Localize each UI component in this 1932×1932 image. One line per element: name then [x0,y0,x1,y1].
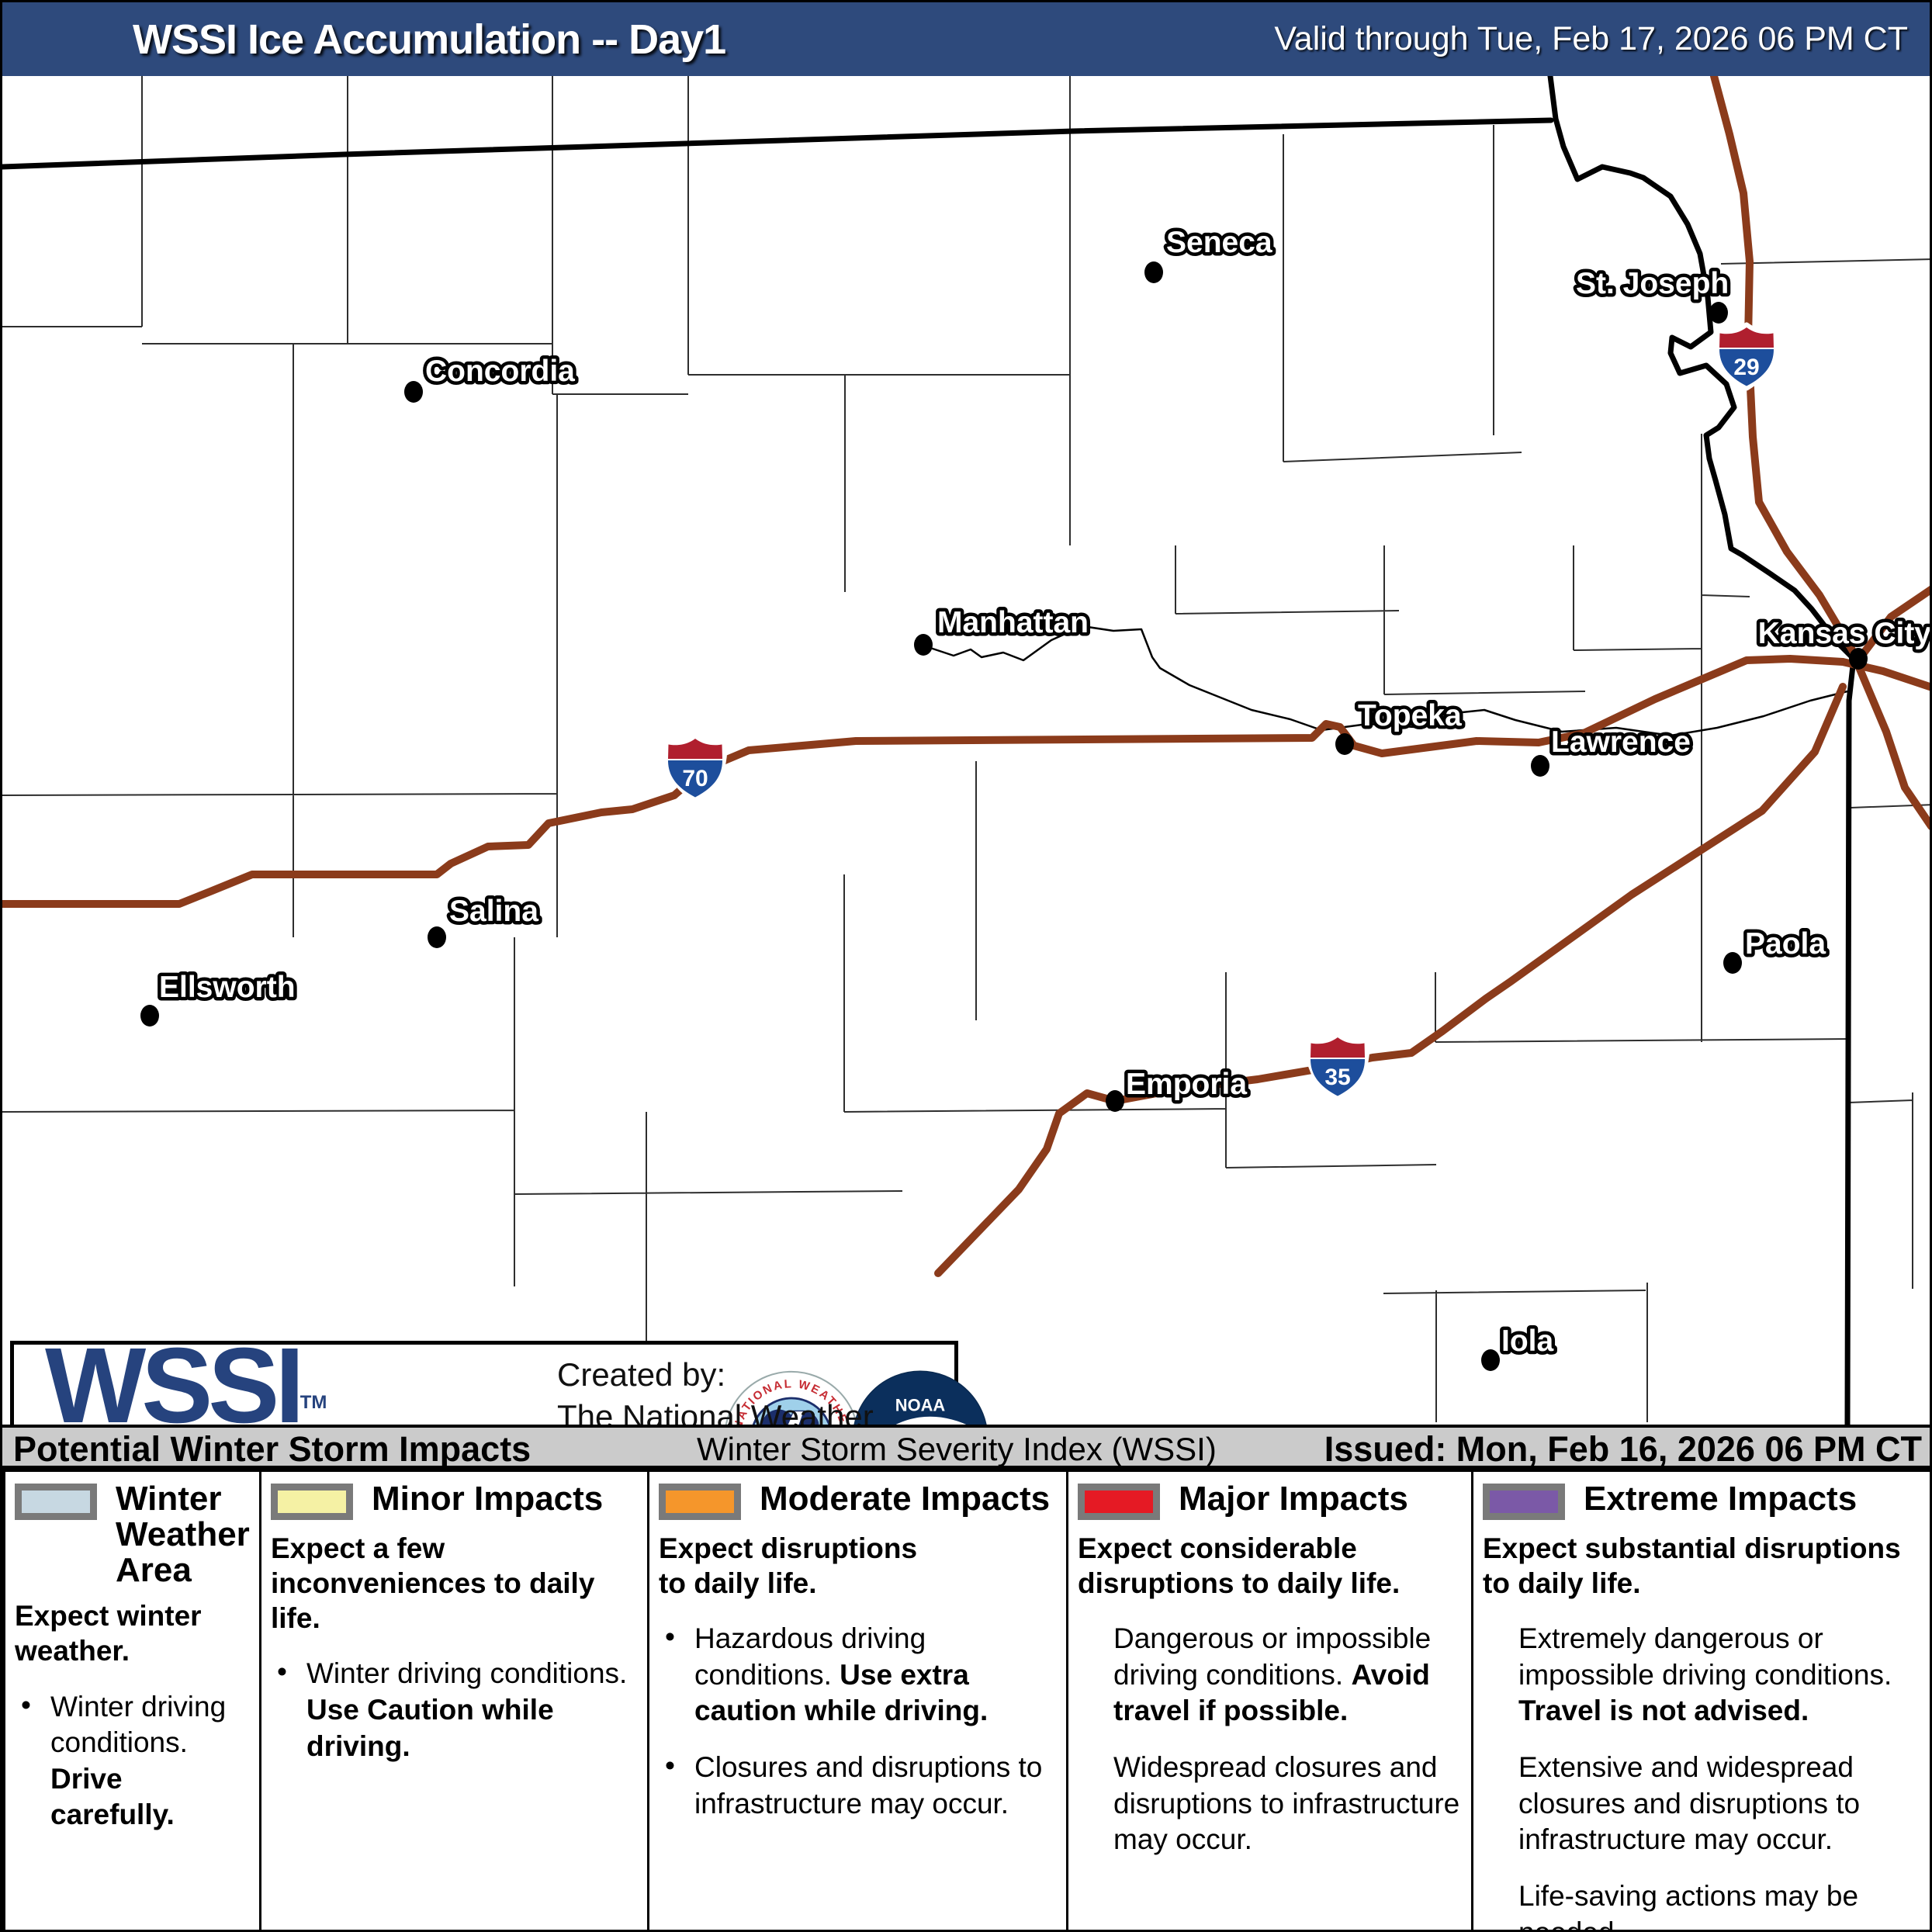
city-dot-topeka [1335,733,1354,755]
legend-swatch-extreme-impacts [1483,1484,1565,1520]
legend-swatch-major-impacts [1078,1484,1160,1520]
legend-header: Major Impacts [1078,1481,1465,1520]
legend-swatch-winter-weather-area [15,1484,97,1520]
legend-intro: Expect substantial disruptions to daily … [1483,1532,1901,1600]
county-boundaries [2,76,1930,1425]
legend-item-bold: Drive carefully. [50,1762,175,1831]
city-label-emporia: Emporia [1126,1068,1247,1101]
nebraska-border-line [2,117,1554,170]
legend-swatch-moderate-impacts [659,1484,741,1520]
city-label-ellsworth: Ellsworth [159,971,296,1004]
city-label-salina: Salina [449,895,538,928]
city-label-st-joseph: St. Joseph [1576,267,1729,300]
road-i35 [934,683,1847,1277]
road-i70 [2,655,1847,908]
legend-item: • Winter driving conditions. Use Caution … [277,1656,628,1762]
legend-column-moderate-impacts: Moderate Impacts Expect disruptions to da… [649,1472,1068,1930]
city-dot-lawrence [1531,755,1549,777]
legend: Winter Weather Area Expect winter weather… [2,1469,1930,1930]
legend-item: • Winter driving conditions. Drive carefu… [21,1688,227,1831]
city-layer: Seneca St. Joseph Concordia Manhattan Topeka… [140,223,1932,1371]
legend-header: Moderate Impacts [659,1481,1060,1520]
city-dot-concordia [404,381,423,403]
legend-item: Dangerous or impossible driving conditio… [1113,1622,1432,1727]
header-bar: WSSI Ice Accumulation -- Day1 Valid thro… [2,2,1930,76]
city-label-paola: Paola [1745,927,1826,961]
legend-label: Moderate Impacts [760,1480,1051,1518]
city-label-concordia: Concordia [425,355,575,388]
bullet-icon: • [665,1621,675,1653]
city-label-lawrence: Lawrence [1551,725,1691,759]
missouri-river-border-line [1547,76,1857,1425]
legend-item: Extensive and widespread closures and di… [1518,1751,1861,1856]
legend-item-bold: Travel is not advised. [1518,1695,1809,1727]
city-label-topeka: Topeka [1358,699,1462,732]
legend-swatch-minor-impacts [271,1484,353,1520]
issued-text: Issued: Mon, Feb 16, 2026 06 PM CT [1324,1429,1922,1469]
map-area: Seneca St. Joseph Concordia Manhattan Topeka… [2,76,1932,1518]
legend-header: Winter Weather Area [15,1481,253,1587]
wssi-tm: TM [299,1392,327,1413]
legend-item: • Closures and disruptions to infrastruct… [665,1750,1043,1819]
legend-intro: Expect winter weather. [15,1600,202,1667]
legend-label: Major Impacts [1179,1480,1408,1518]
interstate-70-shield-icon: 70 [663,733,728,802]
svg-text:35: 35 [1324,1065,1350,1090]
noaa-text: NOAA [895,1395,946,1414]
city-dot-seneca [1144,261,1163,283]
legend-header: Extreme Impacts [1483,1481,1925,1520]
legend-item-bold: Avoid travel if possible. [1113,1658,1430,1727]
wssi-index-label: Winter Storm Severity Index (WSSI) [697,1431,1217,1467]
city-dot-salina [428,926,446,948]
city-label-manhattan: Manhattan [937,606,1089,639]
city-dot-manhattan [914,634,933,656]
legend-column-major-impacts: Major Impacts Expect considerable disrupt… [1068,1472,1473,1930]
legend-item: Life-saving actions may be needed. [1518,1879,1859,1930]
city-dot-paola [1723,952,1742,974]
legend-intro: Expect a few inconveniences to daily lif… [271,1532,595,1635]
legend-item-bold: Use Caution while driving. [306,1693,554,1762]
legend-item: Widespread closures and disruptions to i… [1113,1751,1460,1856]
legend-item: Extremely dangerous or impossible drivin… [1518,1622,1892,1727]
legend-column-minor-impacts: Minor Impacts Expect a few inconveniences… [261,1472,649,1930]
legend-column-extreme-impacts: Extreme Impacts Expect substantial disrup… [1473,1472,1930,1930]
city-label-seneca: Seneca [1166,226,1272,259]
city-dot-st-joseph [1709,302,1728,324]
impacts-bar: Potential Winter Storm Impacts Winter St… [2,1425,1930,1469]
bullet-icon: • [665,1750,675,1782]
interstate-29-shield-icon: 29 [1714,322,1779,391]
impacts-bar-title: Potential Winter Storm Impacts [13,1429,531,1469]
legend-intro: Expect disruptions to daily life. [659,1532,918,1600]
map-svg: Seneca St. Joseph Concordia Manhattan Topeka… [2,76,1932,1425]
city-dot-kansas-city [1849,648,1868,670]
city-dot-iola [1481,1349,1500,1371]
legend-label: Winter Weather Area [116,1480,250,1589]
legend-label: Extreme Impacts [1584,1480,1858,1518]
legend-intro: Expect considerable disruptions to daily… [1078,1532,1401,1600]
bullet-icon: • [21,1688,31,1721]
svg-text:70: 70 [682,766,708,791]
page-title: WSSI Ice Accumulation -- Day1 [133,16,726,63]
city-dot-emporia [1106,1090,1124,1112]
city-dot-ellsworth [140,1005,159,1027]
interstate-35-shield-icon: 35 [1305,1032,1370,1101]
valid-through-text: Valid through Tue, Feb 17, 2026 06 PM CT [1274,20,1908,57]
svg-text:29: 29 [1733,355,1759,380]
legend-label: Minor Impacts [372,1480,604,1518]
legend-column-winter-weather-area: Winter Weather Area Expect winter weather… [5,1472,261,1930]
legend-header: Minor Impacts [271,1481,641,1520]
city-label-kansas-city: Kansas City [1758,617,1932,650]
kansas-river-line [930,625,1848,737]
legend-item: • Hazardous driving conditions. Use extra… [665,1621,989,1727]
city-label-iola: Iola [1501,1324,1553,1358]
shield-layer: 29 70 35 [663,322,1779,1101]
bullet-icon: • [277,1656,287,1688]
legend-item-bold: Use extra caution while driving. [694,1658,989,1727]
created-by-line: Created by: [557,1356,726,1393]
